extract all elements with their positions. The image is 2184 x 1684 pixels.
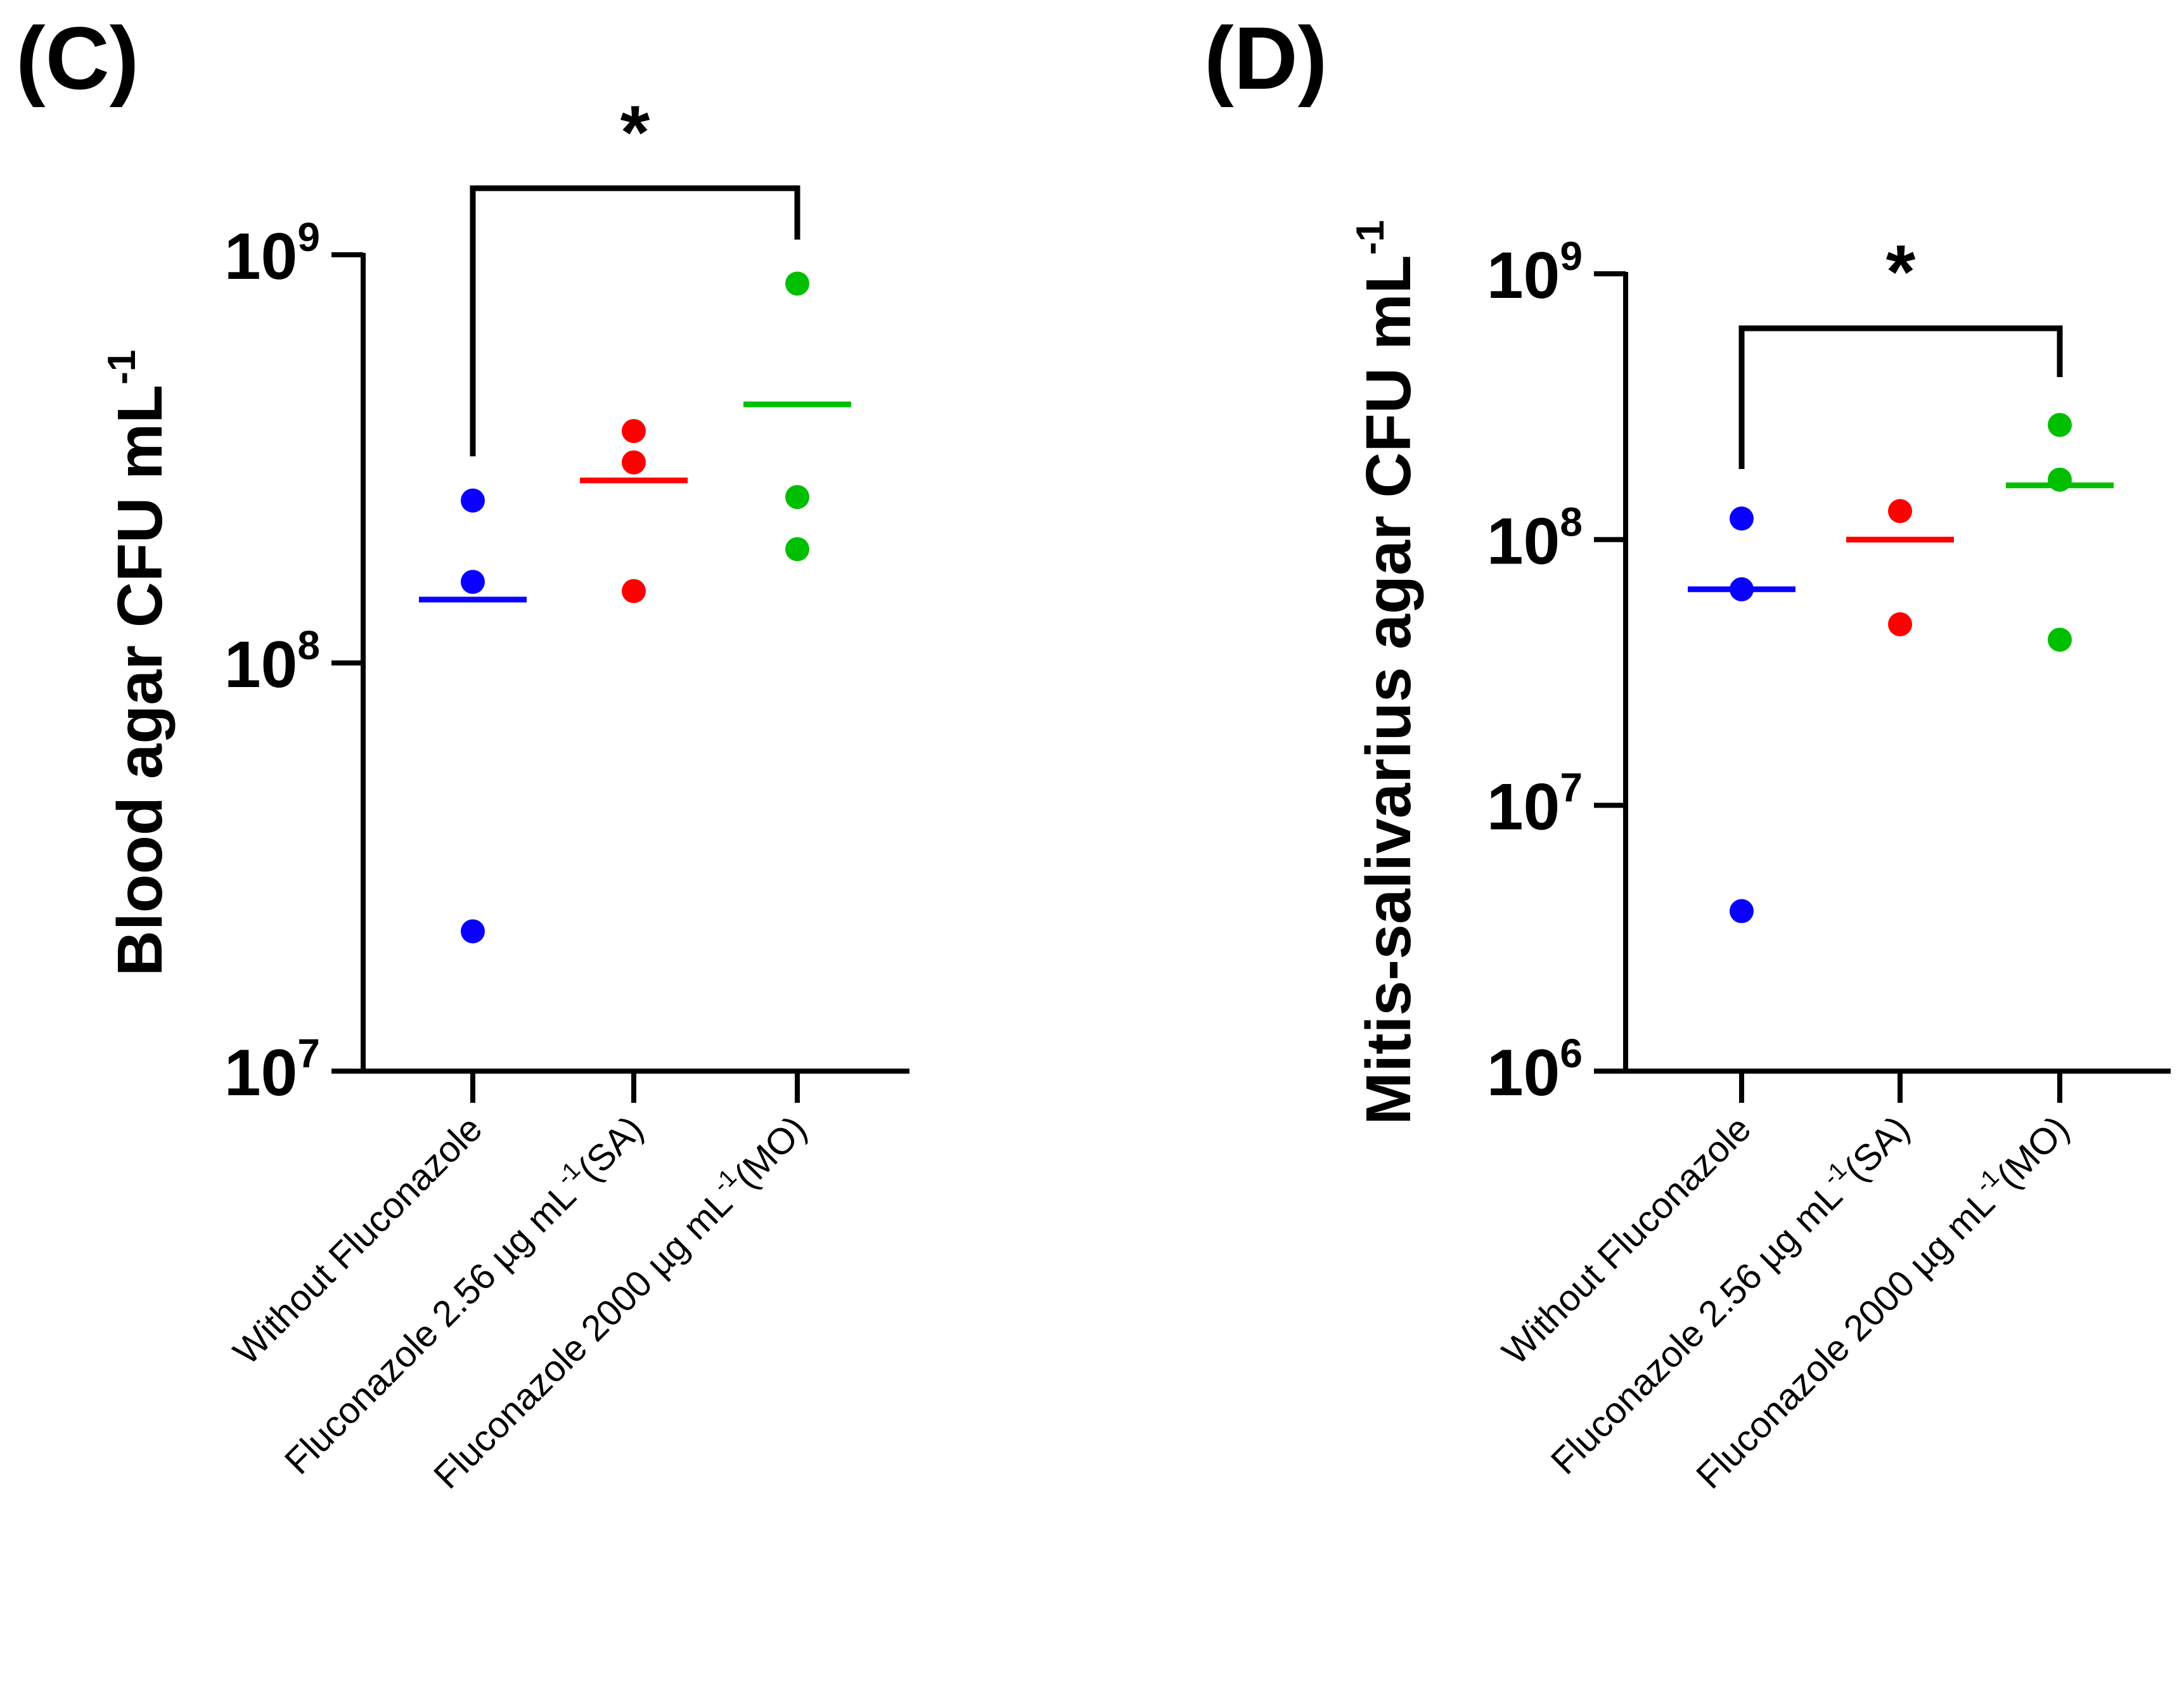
data-point	[1730, 899, 1754, 923]
y-tick-label: 108	[1487, 499, 1583, 578]
y-tick-label: 107	[224, 1031, 320, 1110]
y-axis-title: Mitis-salivarius agar CFU mL-1	[1349, 220, 1424, 1125]
panel-d: (D) 106 107 108 109 Mitis-salivarius agar CFU…	[1204, 8, 2171, 1496]
data-point	[2048, 413, 2072, 437]
significance-star: *	[620, 90, 650, 175]
y-tick-label: 108	[224, 622, 320, 702]
data-point	[785, 537, 809, 562]
data-point	[622, 450, 646, 475]
panel-label: (C)	[16, 8, 139, 108]
data-point	[1888, 612, 1912, 636]
y-tick-label: 109	[1487, 233, 1583, 312]
data-point	[1730, 506, 1754, 531]
data-point	[785, 271, 809, 296]
data-point	[785, 485, 809, 510]
data-point	[461, 919, 485, 944]
panel-label: (D)	[1204, 8, 1327, 108]
data-point	[461, 570, 485, 595]
significance-bracket	[1738, 325, 2063, 469]
significance-bracket	[470, 185, 800, 456]
y-tick-label: 106	[1487, 1031, 1583, 1110]
data-point	[622, 579, 646, 603]
data-point	[1888, 499, 1912, 524]
data-point	[461, 488, 485, 513]
y-axis-title: Blood agar CFU mL-1	[100, 350, 176, 977]
data-point	[2048, 627, 2072, 652]
y-tick-label: 109	[224, 214, 320, 293]
data-point	[622, 419, 646, 444]
significance-star: *	[1886, 229, 1916, 314]
y-tick-label: 107	[1487, 765, 1583, 844]
